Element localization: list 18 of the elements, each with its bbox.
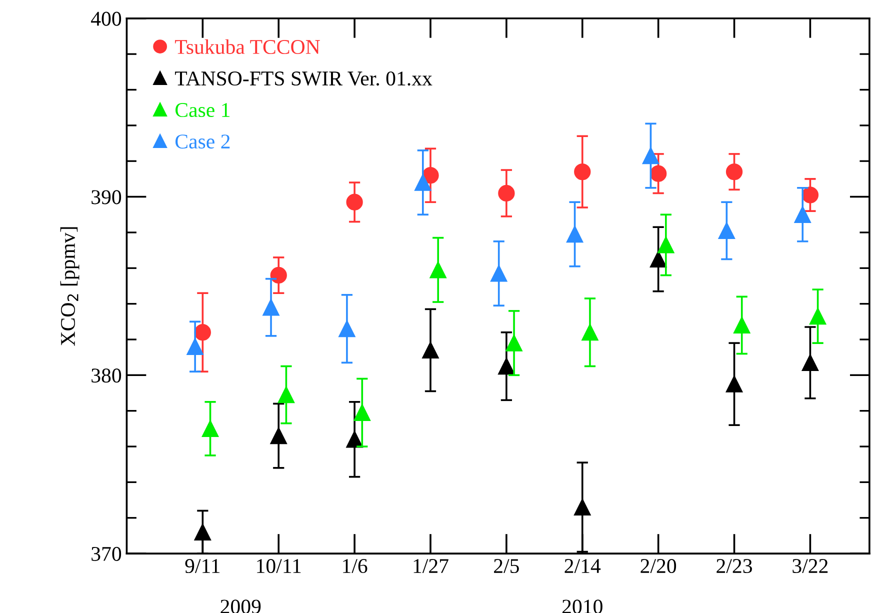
x-tick-label: 1/27 [414, 559, 448, 574]
legend-label: Tsukuba TCCON [175, 39, 320, 54]
x-tick-label: 3/22 [792, 559, 828, 574]
x-tick-label: 2/23 [716, 559, 752, 574]
x-tick-label: 10/11 [257, 559, 301, 574]
y-tick-label: 380 [92, 368, 122, 383]
legend-label: Case 2 [175, 134, 230, 149]
x-tick-label: 2/14 [564, 559, 601, 574]
y-tick-label: 400 [91, 12, 122, 26]
y-tick-label: 370 [92, 546, 122, 561]
legend-label: Case 1 [175, 103, 230, 118]
x-tick-label: 2/20 [640, 559, 676, 574]
y-tick-label: 390 [92, 190, 122, 204]
x-tick-label: 2/5 [494, 559, 519, 574]
x-tick-label: 9/11 [185, 559, 220, 574]
x-tick-label: 1/6 [343, 559, 368, 574]
y-axis-title: XCO$_{2}$ [ppmv] [60, 227, 80, 346]
legend-label: TANSO-FTS SWIR Ver. 01.xx [175, 71, 432, 86]
